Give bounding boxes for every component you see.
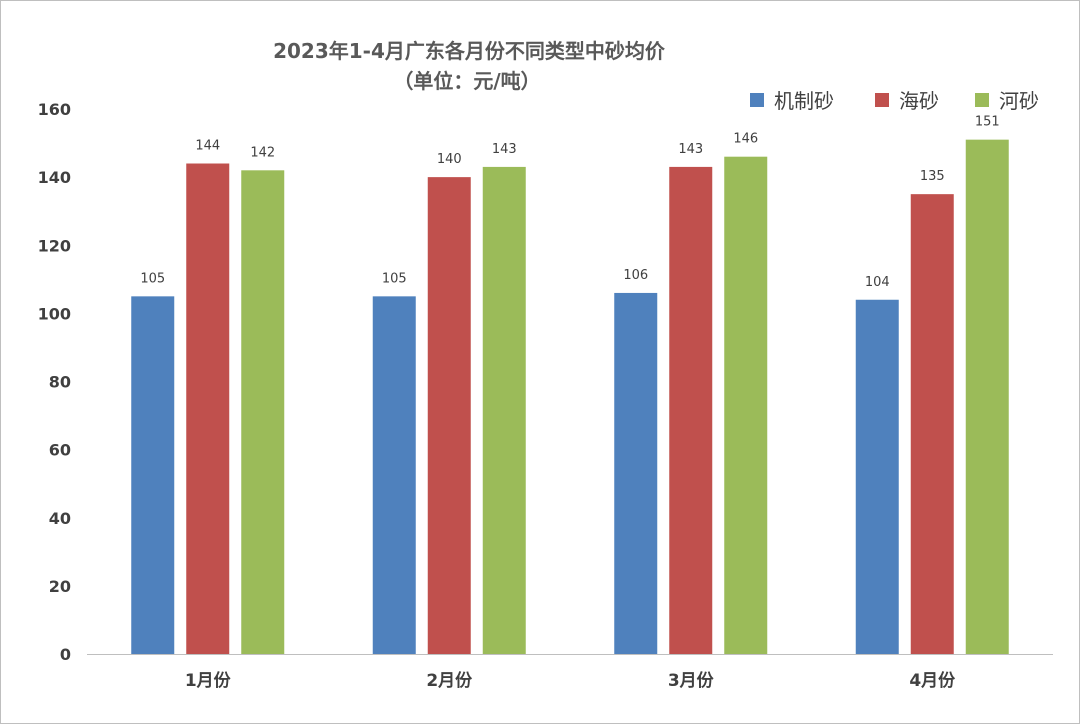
y-tick-label: 80 [49, 373, 71, 392]
legend: 机制砂 海砂 河砂 [750, 89, 1039, 113]
y-tick-label: 20 [49, 577, 71, 596]
data-label: 143 [492, 142, 517, 157]
bar [131, 296, 175, 654]
bar [855, 299, 899, 654]
bar [241, 170, 285, 654]
y-tick-label: 100 [38, 304, 71, 323]
y-axis: 0 20 40 60 80 100 120 140 160 [38, 100, 71, 664]
y-tick-label: 160 [38, 100, 71, 119]
x-tick-label: 1月份 [185, 670, 232, 691]
data-label: 106 [623, 268, 648, 283]
data-label: 146 [733, 132, 758, 147]
bar [724, 156, 768, 654]
chart-subtitle: （单位：元/吨） [393, 69, 540, 93]
y-tick-label: 0 [60, 645, 71, 664]
bars: 105 144 142 105 140 143 106 143 146 104 135 151 [131, 115, 1009, 654]
legend-label: 河砂 [999, 89, 1039, 113]
x-tick-label: 3月份 [668, 670, 715, 691]
data-label: 135 [920, 169, 945, 184]
bar [372, 296, 416, 654]
legend-swatch [975, 93, 989, 107]
bar [910, 194, 954, 654]
y-tick-label: 120 [38, 236, 71, 255]
data-label: 143 [678, 142, 703, 157]
x-tick-label: 4月份 [909, 670, 956, 691]
bar [614, 292, 658, 654]
legend-swatch [875, 93, 889, 107]
bar [669, 166, 713, 654]
bar [186, 163, 230, 654]
bar [482, 166, 526, 654]
data-label: 142 [250, 145, 275, 160]
y-tick-label: 60 [49, 441, 71, 460]
data-label: 151 [975, 115, 1000, 130]
bar [427, 177, 471, 654]
data-label: 140 [437, 152, 462, 167]
x-axis: 1月份 2月份 3月份 4月份 [87, 654, 1053, 691]
legend-swatch [750, 93, 764, 107]
legend-label: 机制砂 [774, 89, 834, 113]
legend-label: 海砂 [899, 89, 939, 113]
x-tick-label: 2月份 [426, 670, 473, 691]
data-label: 104 [865, 275, 890, 290]
data-label: 105 [140, 271, 165, 286]
y-tick-label: 40 [49, 509, 71, 528]
data-label: 105 [382, 271, 407, 286]
bar [965, 139, 1009, 654]
data-label: 144 [195, 139, 220, 154]
chart-title: 2023年1-4月广东各月份不同类型中砂均价 [273, 39, 666, 63]
y-tick-label: 140 [38, 168, 71, 187]
